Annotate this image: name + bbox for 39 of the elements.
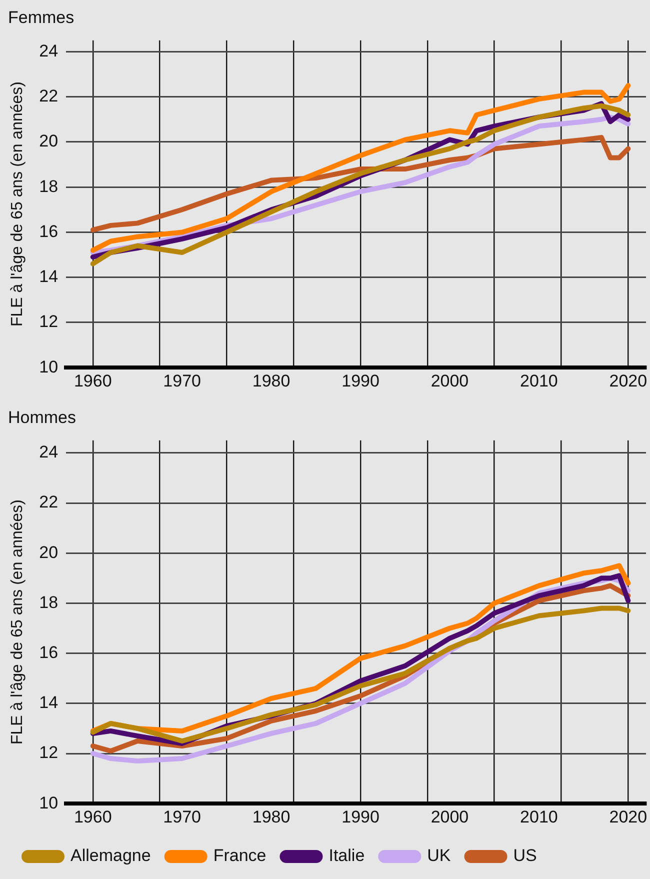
x-tick-label: 1960 — [74, 371, 112, 390]
y-tick-label: 10 — [39, 793, 58, 812]
y-tick-label: 24 — [39, 442, 58, 462]
x-tick-label: 1970 — [163, 807, 201, 826]
y-tick-label: 22 — [39, 86, 58, 106]
legend-label: US — [513, 846, 537, 866]
y-tick-label: 20 — [39, 542, 58, 562]
x-tick-label: 2010 — [520, 807, 558, 826]
y-axis-title: FLE à l'âge de 65 ans (en années) — [9, 82, 26, 326]
y-axis-title: FLE à l'âge de 65 ans (en années) — [9, 500, 26, 744]
x-tick-label: 2010 — [520, 371, 558, 390]
legend-label: UK — [427, 846, 452, 866]
legend-label: Italie — [328, 846, 365, 866]
x-tick-label: 1960 — [74, 807, 112, 826]
y-tick-label: 16 — [39, 222, 58, 241]
y-tick-label: 16 — [39, 643, 58, 662]
y-tick-label: 12 — [39, 312, 58, 332]
chart-title: Femmes — [8, 8, 74, 27]
y-tick-label: 18 — [39, 176, 58, 196]
x-tick-label: 1970 — [163, 371, 201, 390]
legend-label: France — [213, 846, 266, 866]
y-tick-label: 22 — [39, 492, 58, 512]
y-tick-label: 14 — [39, 267, 58, 286]
x-tick-label: 2020 — [609, 371, 648, 390]
legend-label: Allemagne — [70, 846, 151, 866]
x-tick-label: 1980 — [252, 807, 290, 826]
y-tick-label: 20 — [39, 132, 58, 151]
x-tick-label: 1980 — [252, 371, 290, 390]
x-tick-label: 1990 — [342, 371, 380, 390]
y-tick-label: 24 — [39, 41, 58, 60]
chart-title: Hommes — [8, 408, 76, 427]
y-tick-label: 18 — [39, 592, 58, 612]
x-tick-label: 1990 — [342, 807, 380, 826]
x-tick-label: 2000 — [430, 371, 469, 390]
y-tick-label: 10 — [39, 357, 58, 376]
x-tick-label: 2000 — [430, 807, 469, 826]
y-tick-label: 14 — [39, 693, 58, 712]
x-tick-label: 2020 — [609, 807, 648, 826]
y-tick-label: 12 — [39, 743, 58, 762]
